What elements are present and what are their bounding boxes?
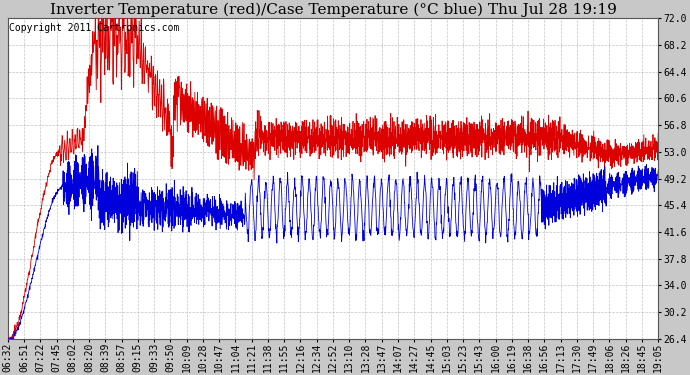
Title: Inverter Temperature (red)/Case Temperature (°C blue) Thu Jul 28 19:19: Inverter Temperature (red)/Case Temperat… — [50, 3, 616, 17]
Text: Copyright 2011 Cartronics.com: Copyright 2011 Cartronics.com — [9, 23, 179, 33]
